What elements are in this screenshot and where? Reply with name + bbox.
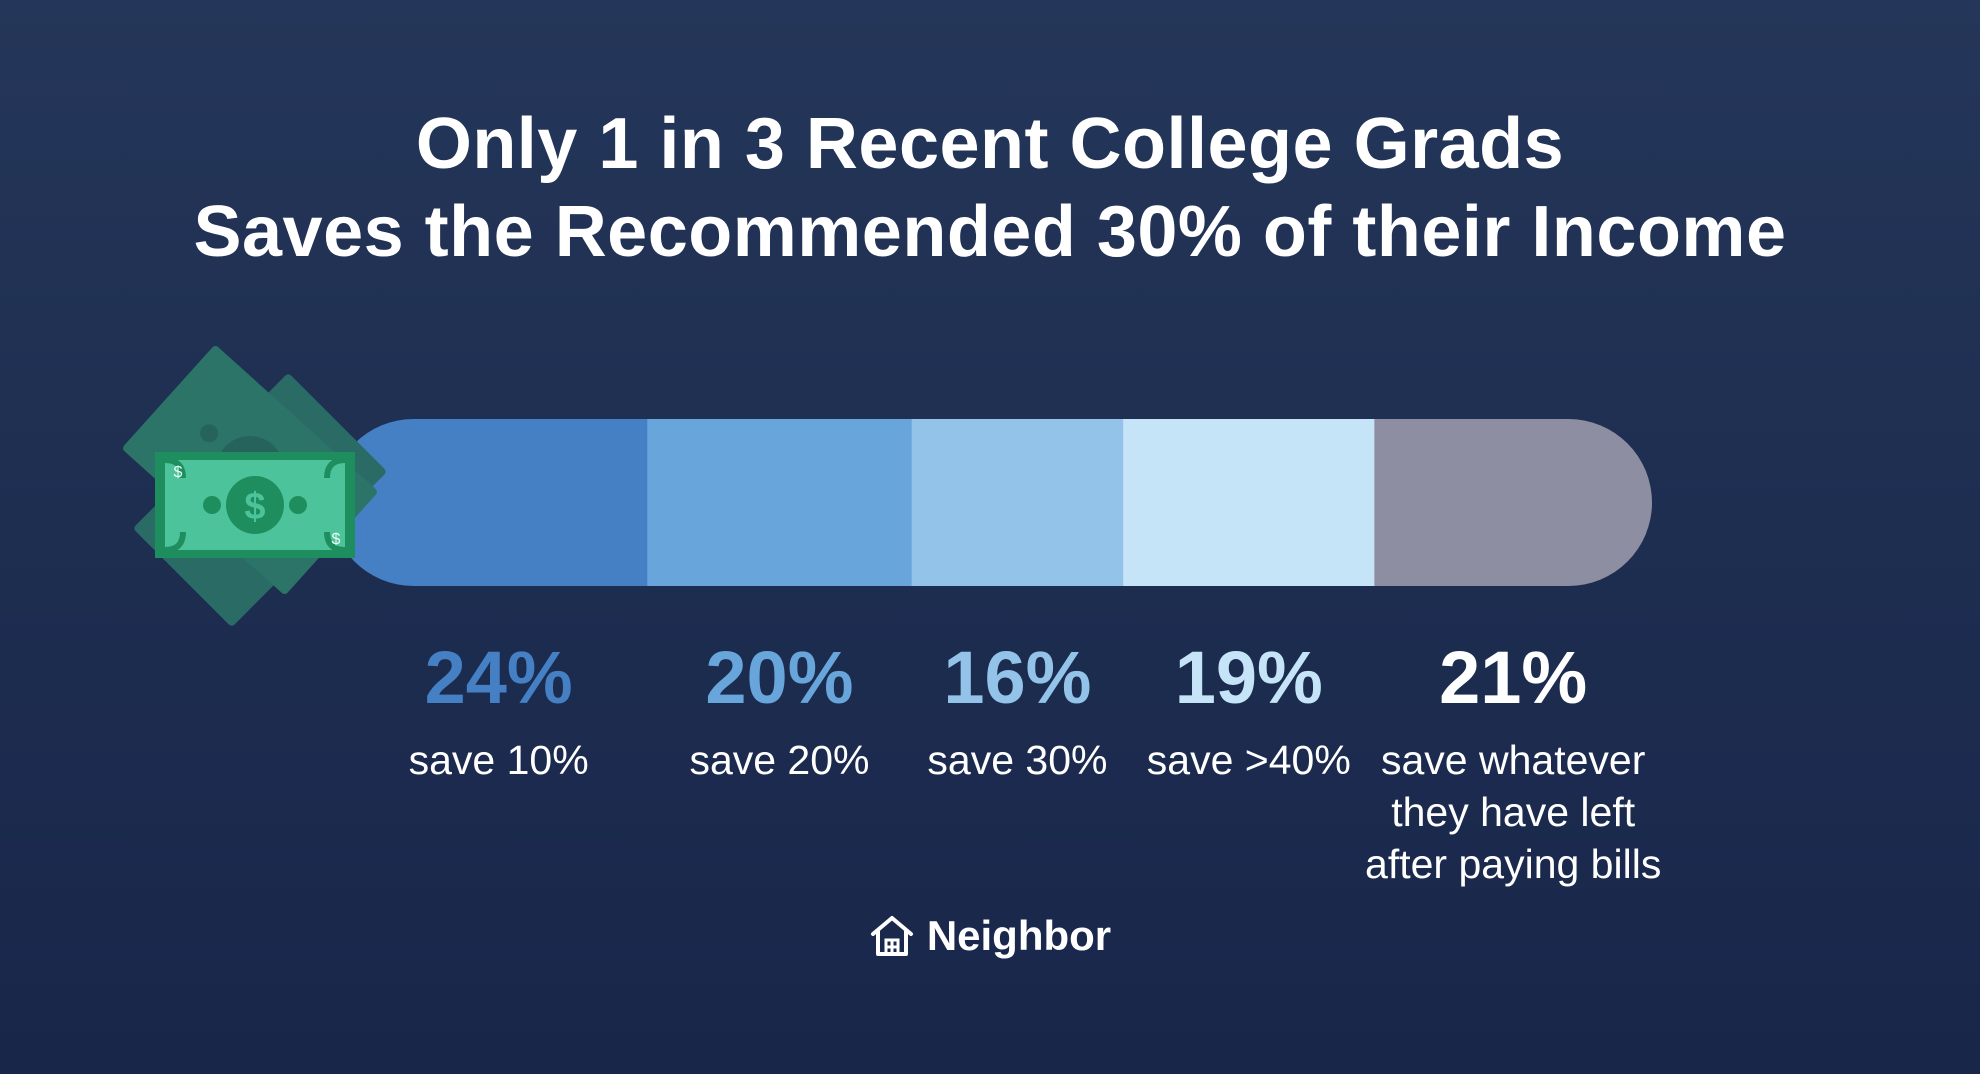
bill-corner-symbol: $ bbox=[174, 464, 183, 481]
category-label-4: save >40% bbox=[1146, 737, 1351, 783]
bill-corner-symbol: $ bbox=[332, 531, 341, 548]
title-line-1: Only 1 in 3 Recent College Grads bbox=[415, 104, 1565, 184]
value-label-2: 20% bbox=[705, 636, 854, 719]
category-label-5: save whatever they have left after payin… bbox=[1365, 737, 1662, 887]
brand-logo: Neighbor bbox=[0, 912, 1980, 960]
value-label-3: 16% bbox=[943, 636, 1092, 719]
bar-segment-4 bbox=[1123, 419, 1375, 586]
bar-segment-5 bbox=[1374, 419, 1652, 586]
category-label-3: save 30% bbox=[927, 737, 1108, 783]
bar-segment-2 bbox=[647, 419, 913, 586]
brand-name: Neighbor bbox=[926, 912, 1112, 959]
bar-segments bbox=[330, 419, 1652, 586]
value-label-4: 19% bbox=[1174, 636, 1323, 719]
title-line-2: Saves the Recommended 30% of their Incom… bbox=[193, 192, 1787, 272]
category-label-1: save 10% bbox=[408, 737, 589, 783]
value-label-5: 21% bbox=[1439, 636, 1588, 719]
house-icon bbox=[870, 916, 913, 956]
bar-segment-1 bbox=[330, 419, 648, 586]
money-bills-icon: $ $ $ bbox=[123, 346, 386, 626]
chart-title: Only 1 in 3 Recent College Grads Saves t… bbox=[0, 100, 1980, 276]
bar-segment-3 bbox=[911, 419, 1124, 586]
value-label-1: 24% bbox=[424, 636, 573, 719]
category-label-2: save 20% bbox=[689, 737, 870, 783]
bill-dollar-sign: $ bbox=[244, 486, 265, 528]
